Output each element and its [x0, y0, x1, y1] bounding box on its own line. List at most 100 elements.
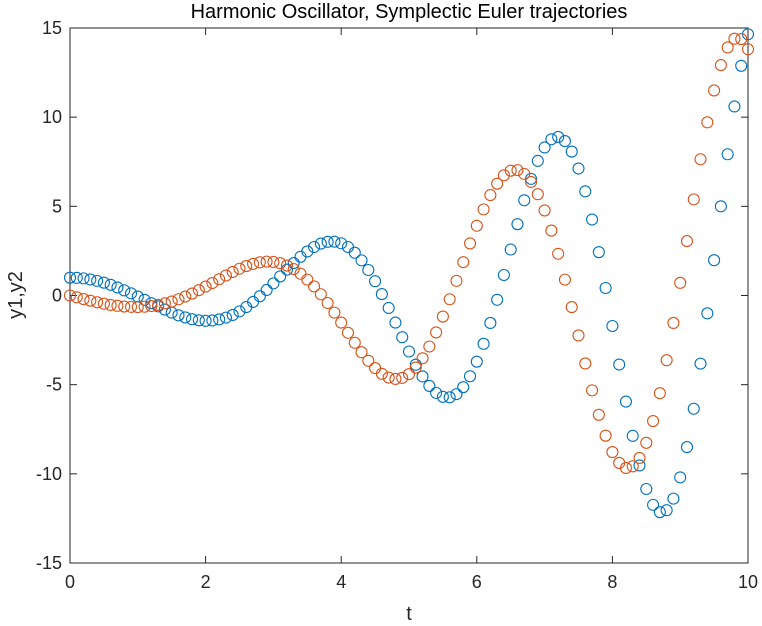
data-point [728, 32, 741, 45]
data-point [586, 213, 599, 226]
data-point [524, 175, 538, 188]
y-tick-label: 0 [52, 286, 62, 306]
data-point [463, 237, 477, 250]
data-point [687, 193, 700, 206]
data-point [694, 153, 707, 166]
data-point [192, 314, 205, 327]
data-point [552, 247, 565, 260]
data-point [219, 269, 232, 282]
data-point [565, 301, 578, 314]
data-point [674, 471, 687, 484]
data-point [314, 288, 327, 301]
data-point [606, 319, 619, 333]
data-point [341, 326, 355, 339]
data-point [77, 272, 90, 285]
data-point [131, 301, 144, 314]
data-point [735, 59, 748, 72]
data-point [545, 133, 558, 146]
data-point [335, 237, 348, 250]
data-point [484, 189, 497, 202]
data-point [463, 370, 477, 383]
x-tick-label: 0 [65, 572, 75, 592]
data-point [592, 246, 605, 259]
data-point [708, 84, 721, 97]
y-tick-label: -5 [46, 375, 62, 395]
data-point [660, 354, 673, 367]
data-point [518, 194, 531, 207]
data-point [280, 263, 294, 276]
data-point [328, 235, 341, 248]
data-point [558, 273, 571, 286]
data-point [63, 271, 77, 284]
data-point [680, 235, 694, 248]
y-axis-label: y1,y2 [5, 271, 27, 319]
x-tick-label: 2 [201, 572, 211, 592]
data-point [457, 256, 470, 269]
data-point [579, 357, 592, 370]
data-point [124, 300, 138, 313]
x-tick-label: 4 [336, 572, 346, 592]
data-point [301, 273, 314, 286]
data-point [185, 287, 199, 300]
data-point [708, 254, 721, 267]
data-point [511, 218, 524, 231]
data-point [77, 293, 90, 306]
data-point [118, 284, 131, 297]
data-point [267, 255, 280, 269]
data-point [104, 298, 117, 312]
data-point [301, 245, 314, 258]
data-point [667, 316, 680, 330]
data-point [389, 372, 402, 386]
data-point [599, 429, 612, 442]
data-point [375, 367, 388, 380]
data-point [572, 162, 585, 175]
data-point [91, 296, 104, 309]
plot-area [69, 27, 749, 564]
y-tick-label: 15 [42, 18, 62, 38]
data-point [701, 116, 714, 129]
data-point [348, 246, 361, 259]
data-point [647, 498, 660, 511]
data-point [579, 185, 592, 198]
data-point [484, 316, 497, 330]
data-point [457, 381, 470, 394]
data-point [199, 314, 212, 327]
data-point [260, 283, 273, 297]
data-point [396, 331, 409, 344]
data-point [443, 391, 456, 404]
data-point [640, 436, 653, 449]
data-point [653, 506, 666, 519]
data-point [402, 345, 416, 358]
data-point [552, 130, 565, 144]
data-point [355, 254, 368, 267]
data-point [172, 293, 185, 306]
data-point [531, 154, 544, 167]
data-point [111, 281, 124, 294]
data-point [226, 308, 239, 321]
data-point [626, 460, 639, 473]
data-point [328, 306, 341, 319]
data-point [565, 145, 578, 158]
data-point [735, 33, 748, 46]
data-point [382, 301, 395, 315]
data-point [91, 274, 104, 287]
data-point [653, 387, 666, 400]
x-tick-label: 10 [738, 572, 758, 592]
data-point [450, 388, 463, 401]
data-point [308, 280, 321, 293]
data-point [416, 352, 429, 365]
data-point [423, 379, 436, 392]
data-point [267, 277, 280, 290]
data-point [470, 219, 483, 232]
data-point [511, 164, 524, 177]
data-point [586, 384, 599, 397]
data-point [165, 295, 178, 308]
data-point [477, 337, 490, 350]
data-point [206, 314, 219, 327]
series-2 [63, 32, 755, 474]
chart-title: Harmonic Oscillator, Symplectic Euler tr… [191, 1, 628, 23]
data-point [558, 135, 571, 148]
data-point [192, 284, 205, 297]
data-point [728, 100, 741, 113]
